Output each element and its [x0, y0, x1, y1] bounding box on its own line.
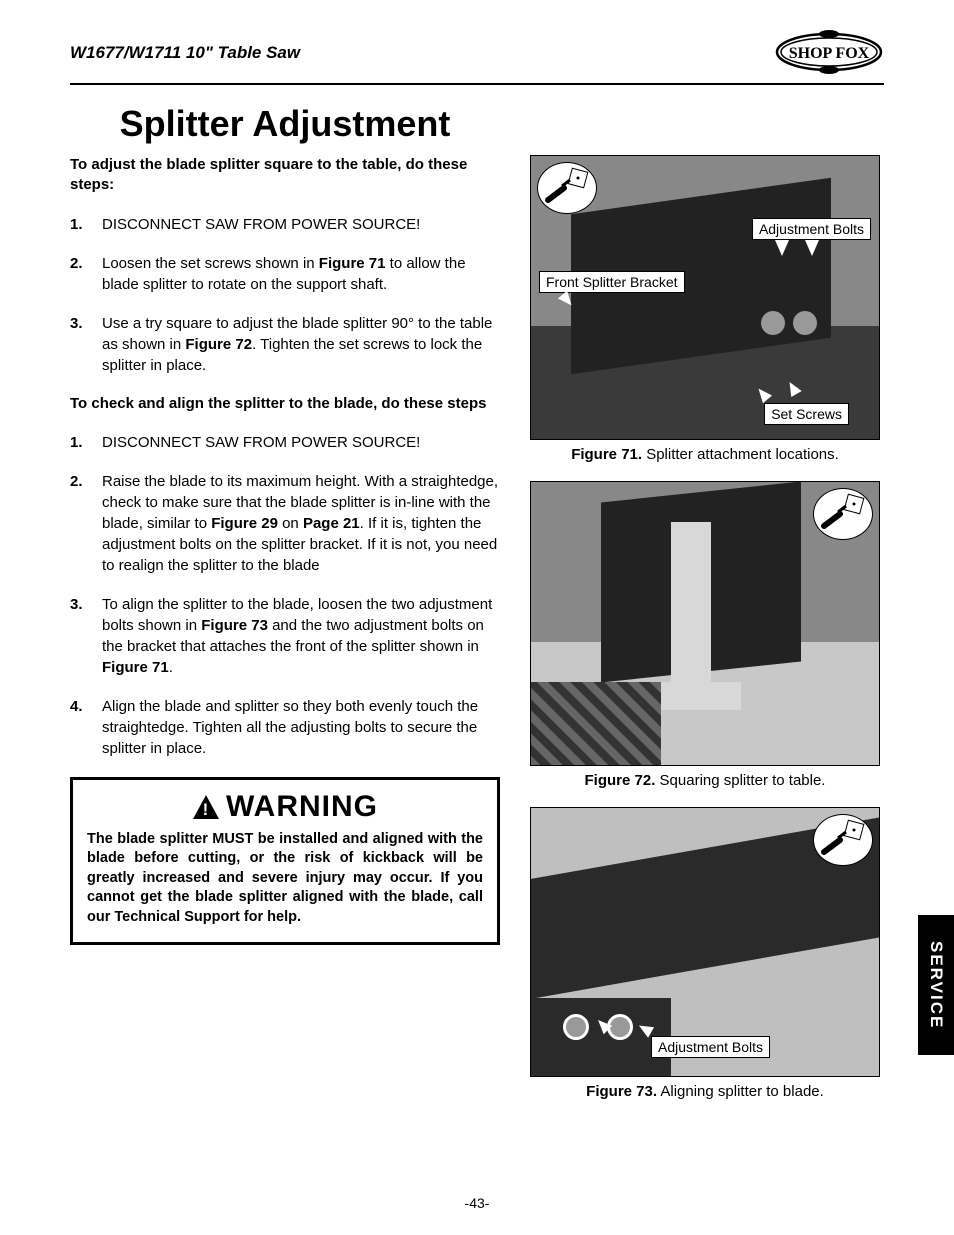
svg-text:SHOP FOX: SHOP FOX [789, 45, 870, 62]
warning-text: The blade splitter MUST be installed and… [87, 830, 483, 928]
callout-set-screws: Set Screws [764, 403, 849, 425]
figure-71-image: Adjustment Bolts Front Splitter Bracket … [530, 155, 880, 440]
callout-adjustment-bolts: Adjustment Bolts [651, 1036, 770, 1058]
figure-73: Adjustment Bolts Figure 73. Aligning spl… [530, 807, 880, 1100]
list-item: Loosen the set screws shown in Figure 71… [70, 253, 500, 295]
warning-box: ! WARNING The blade splitter MUST be ins… [70, 777, 500, 945]
list-item: Raise the blade to its maximum height. W… [70, 471, 500, 576]
left-column: To adjust the blade splitter square to t… [70, 155, 500, 1118]
figure-71: Adjustment Bolts Front Splitter Bracket … [530, 155, 880, 463]
right-column: Adjustment Bolts Front Splitter Bracket … [530, 155, 880, 1118]
figure-71-caption: Figure 71. Splitter attachment locations… [530, 446, 880, 463]
section1-steps: DISCONNECT SAW FROM POWER SOURCE! Loosen… [70, 214, 500, 376]
caption-label: Figure 72. [585, 772, 656, 789]
warning-label: WARNING [226, 790, 378, 824]
callout-front-bracket: Front Splitter Bracket [539, 271, 685, 293]
caption-text: Aligning splitter to blade. [657, 1083, 824, 1100]
figure-72-image [530, 481, 880, 766]
section2-lead: To check and align the splitter to the b… [70, 394, 500, 414]
figure-73-caption: Figure 73. Aligning splitter to blade. [530, 1083, 880, 1100]
page-header: W1677/W1711 10" Table Saw SHOP FOX [70, 30, 884, 85]
figure-73-image: Adjustment Bolts [530, 807, 880, 1077]
scribble-icon [813, 814, 873, 866]
list-item: Align the blade and splitter so they bot… [70, 696, 500, 759]
callout-adjustment-bolts: Adjustment Bolts [752, 218, 871, 240]
caption-text: Squaring splitter to table. [655, 772, 825, 789]
section1-lead: To adjust the blade splitter square to t… [70, 155, 500, 196]
list-item: Use a try square to adjust the blade spl… [70, 313, 500, 376]
figure-72-caption: Figure 72. Squaring splitter to table. [530, 772, 880, 789]
warning-heading: ! WARNING [87, 790, 483, 824]
scribble-icon [813, 488, 873, 540]
scribble-icon [537, 162, 597, 214]
list-item: To align the splitter to the blade, loos… [70, 594, 500, 678]
caption-label: Figure 73. [586, 1083, 657, 1100]
shop-fox-logo: SHOP FOX [774, 30, 884, 75]
service-tab: SERVICE [918, 915, 954, 1055]
list-item: DISCONNECT SAW FROM POWER SOURCE! [70, 214, 500, 235]
product-title: W1677/W1711 10" Table Saw [70, 43, 300, 63]
caption-text: Splitter attachment locations. [642, 446, 839, 463]
section2-steps: DISCONNECT SAW FROM POWER SOURCE! Raise … [70, 432, 500, 759]
page-number: -43- [0, 1195, 954, 1211]
warning-triangle-icon: ! [192, 794, 220, 820]
page-title: Splitter Adjustment [70, 103, 500, 145]
svg-text:!: ! [203, 800, 210, 819]
caption-label: Figure 71. [571, 446, 642, 463]
list-item: DISCONNECT SAW FROM POWER SOURCE! [70, 432, 500, 453]
figure-72: Figure 72. Squaring splitter to table. [530, 481, 880, 789]
